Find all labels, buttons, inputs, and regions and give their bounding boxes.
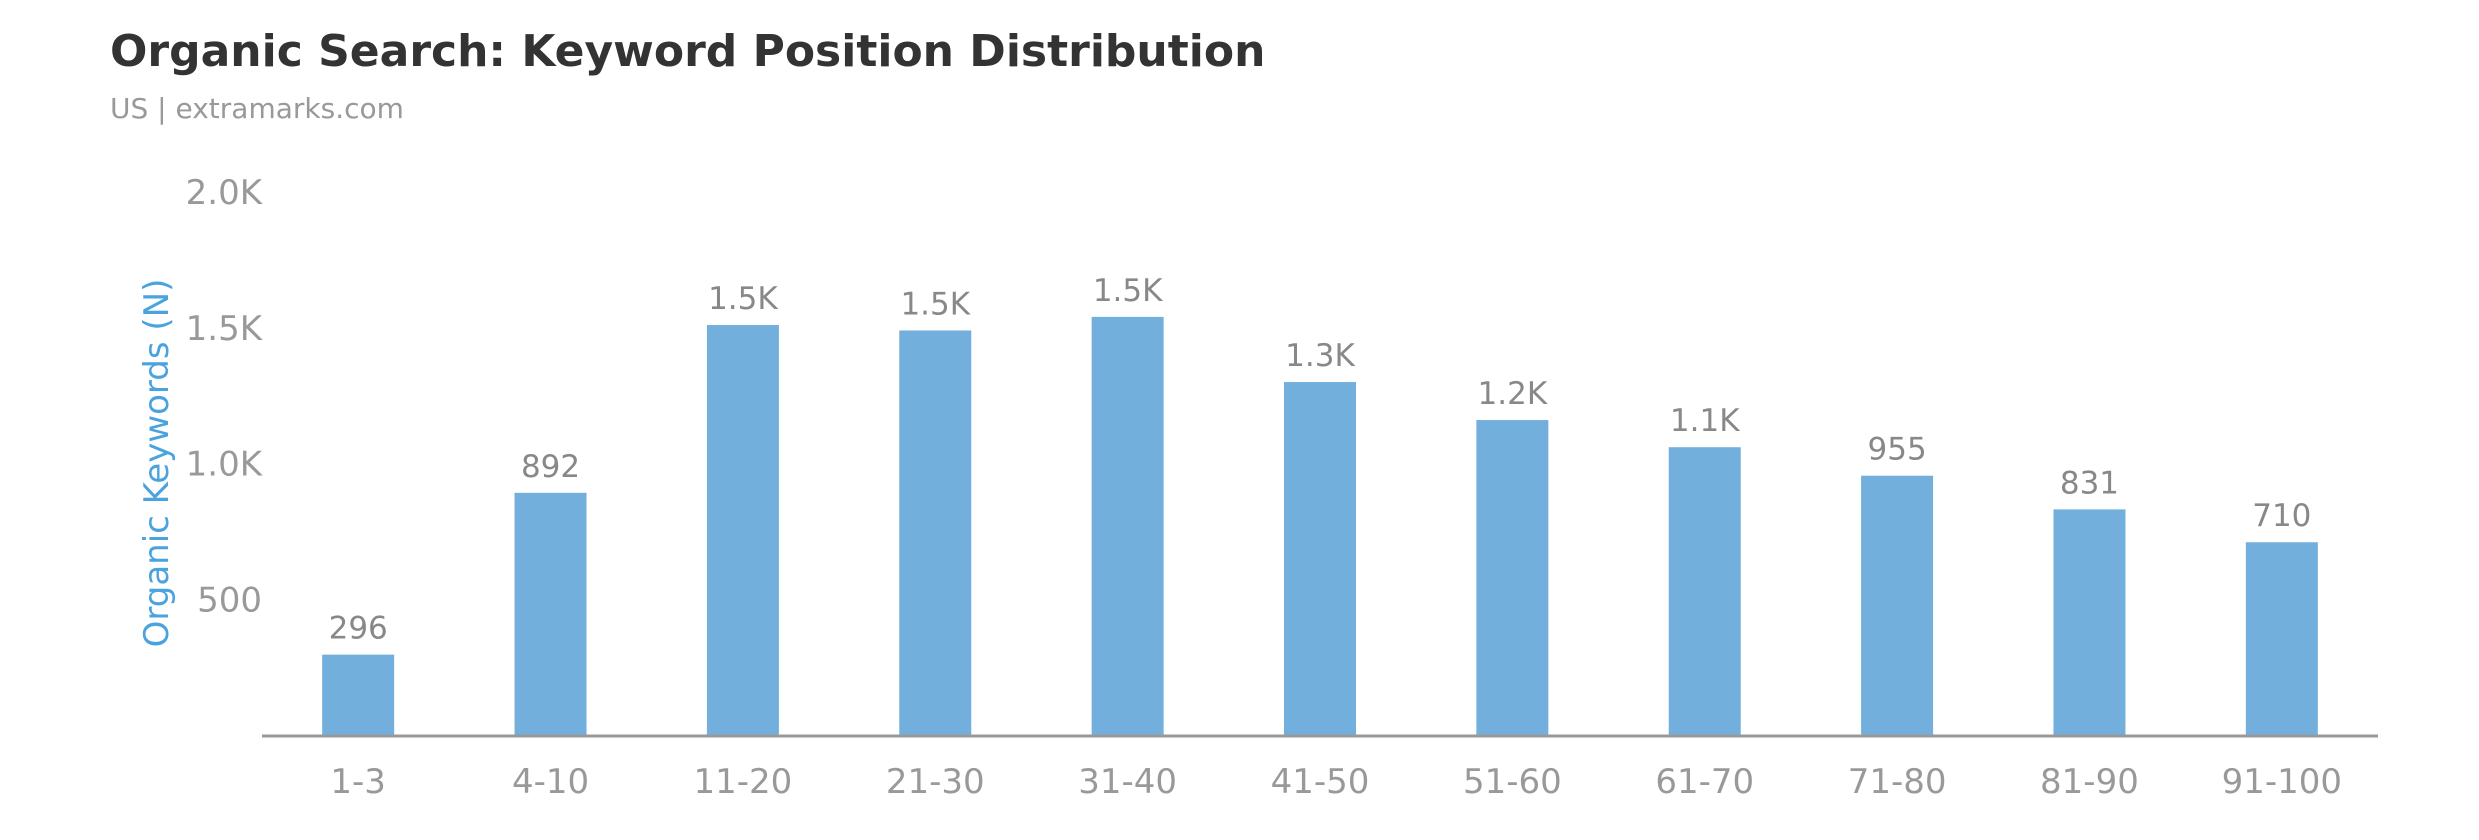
y-tick-label: 1.0K bbox=[186, 445, 264, 485]
x-tick-label: 11-20 bbox=[694, 762, 793, 802]
bars bbox=[322, 316, 2318, 735]
bar bbox=[1476, 420, 1549, 735]
bar bbox=[1091, 316, 1164, 735]
bar-value-label: 1.1K bbox=[1670, 403, 1740, 439]
bar bbox=[514, 492, 587, 735]
bar bbox=[1861, 475, 1934, 735]
x-tick-label: 71-80 bbox=[1848, 762, 1947, 802]
data-labels: 296 892 1.5K 1.5K 1.5K 1.3K 1.2K 1.1K 955 831 710 bbox=[329, 273, 2312, 647]
bar bbox=[2053, 509, 2126, 735]
x-tick-label: 61-70 bbox=[1655, 762, 1754, 802]
bar bbox=[1284, 382, 1356, 735]
x-tick-label: 21-30 bbox=[886, 762, 985, 802]
bar bbox=[322, 654, 395, 735]
y-tick-label: 500 bbox=[197, 580, 262, 620]
bar bbox=[706, 325, 779, 735]
bar-value-label: 1.5K bbox=[1093, 273, 1163, 309]
x-tick-label: 51-60 bbox=[1463, 762, 1562, 802]
bar-value-label: 831 bbox=[2060, 465, 2119, 501]
x-tick-label: 41-50 bbox=[1271, 762, 1370, 802]
x-tick-label: 91-100 bbox=[2222, 762, 2342, 802]
bar-value-label: 1.2K bbox=[1478, 376, 1548, 412]
y-tick-label: 2.0K bbox=[186, 173, 264, 213]
bar bbox=[1668, 447, 1741, 735]
chart-title: Organic Search: Keyword Position Distrib… bbox=[110, 26, 1266, 77]
y-axis: 500 1.0K 1.5K 2.0K Organic Keywords (N) bbox=[137, 173, 264, 647]
chart-subtitle: US | extramarks.com bbox=[110, 92, 404, 125]
bar-value-label: 1.3K bbox=[1285, 338, 1355, 374]
bar-value-label: 955 bbox=[1868, 432, 1927, 468]
bar-value-label: 892 bbox=[521, 449, 580, 485]
x-tick-label: 81-90 bbox=[2040, 762, 2139, 802]
bar bbox=[899, 330, 972, 735]
x-tick-label: 1-3 bbox=[330, 762, 386, 802]
y-axis-title: Organic Keywords (N) bbox=[137, 279, 177, 648]
bar bbox=[2245, 542, 2318, 735]
bar-value-label: 296 bbox=[329, 611, 388, 647]
bar-value-label: 1.5K bbox=[900, 286, 970, 322]
x-tick-label: 31-40 bbox=[1078, 762, 1177, 802]
bar-value-label: 1.5K bbox=[708, 281, 778, 317]
y-tick-label: 1.5K bbox=[186, 309, 264, 349]
x-axis: 1-3 4-10 11-20 21-30 31-40 41-50 51-60 61-70 71-… bbox=[262, 734, 2378, 802]
x-tick-label: 4-10 bbox=[512, 762, 589, 802]
bar-value-label: 710 bbox=[2252, 498, 2311, 534]
